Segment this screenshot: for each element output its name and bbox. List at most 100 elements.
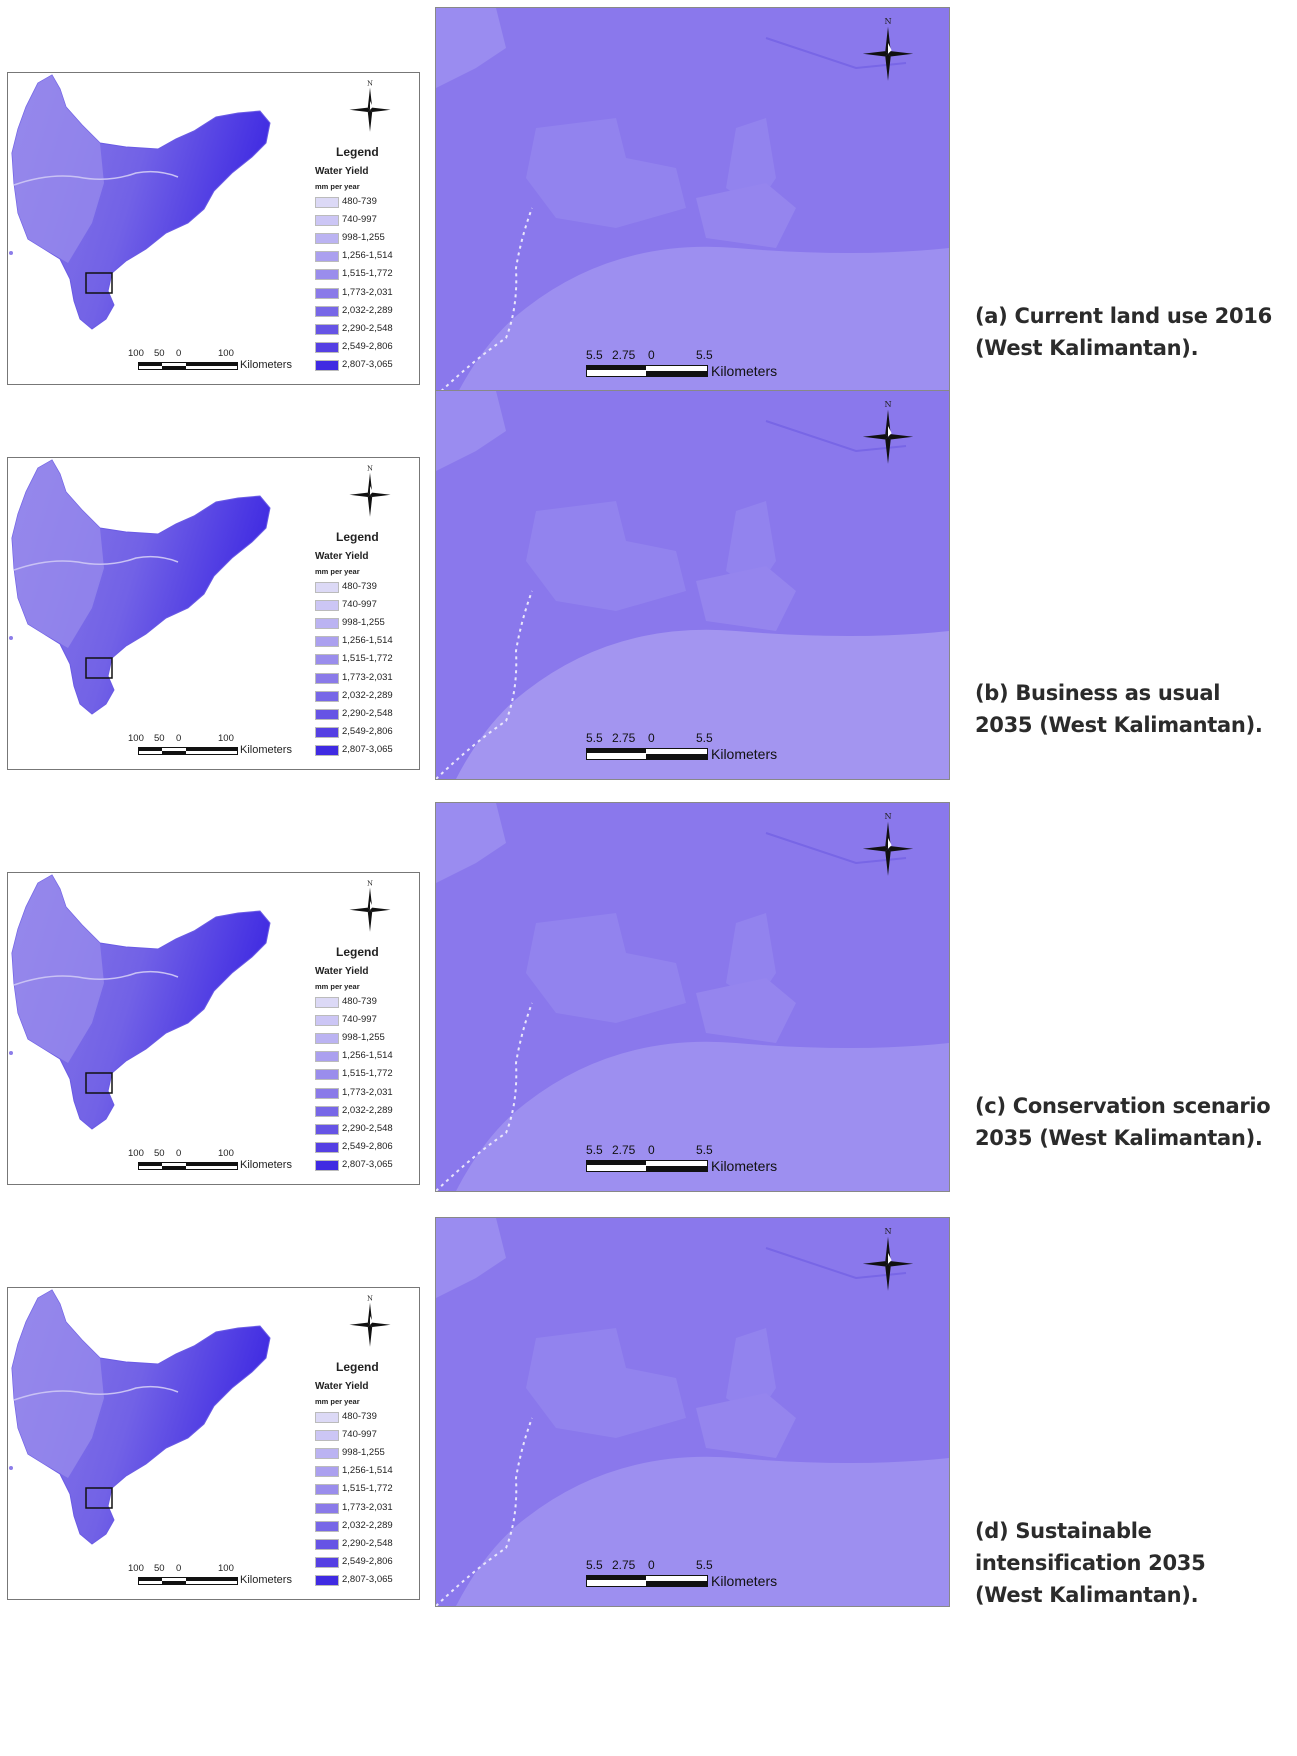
compass-highlight: [370, 1315, 373, 1325]
scale-bar-small: 100 50 0 100 Kilometers: [128, 733, 303, 763]
panel-caption: (a) Current land use 2016 (West Kalimanta…: [975, 300, 1272, 364]
scale-unit-label: Kilometers: [711, 363, 778, 379]
scale-tick-label: 50: [154, 1148, 165, 1159]
compass-east-point: [888, 1261, 914, 1267]
overview-map-frame: N Legend Water Yield mm per year 480-739 740-…: [7, 872, 420, 1185]
legend-swatch: [315, 600, 339, 612]
legend-swatch: [315, 215, 339, 227]
light-land-zone: [456, 246, 949, 396]
legend-swatch: [315, 287, 339, 299]
scale-bar-small: 100 50 0 100 Kilometers: [128, 1563, 303, 1593]
compass-east-point: [370, 907, 391, 912]
scale-unit-label: Kilometers: [240, 359, 292, 371]
north-arrow-icon: N: [862, 1226, 914, 1291]
legend-item-label: 2,032-2,289: [342, 689, 393, 701]
legend-swatch: [315, 1412, 339, 1423]
compass-south-point: [885, 848, 891, 876]
scale-bar-segment: [138, 747, 162, 751]
scale-bar-segment: [186, 747, 238, 751]
legend-item-label: 1,256-1,514: [342, 250, 393, 262]
scale-unit-label: Kilometers: [240, 1159, 292, 1171]
detail-map-frame: N 5.5 2.75 0 5.5 Kilometers: [435, 802, 950, 1192]
north-arrow-icon: N: [349, 1295, 391, 1347]
legend-swatch: [315, 997, 339, 1008]
legend-item-label: 2,032-2,289: [342, 1104, 393, 1116]
legend-item-label: 2,290-2,548: [342, 1122, 393, 1134]
north-arrow-icon: N: [349, 880, 391, 932]
study-area-box: [85, 1072, 113, 1094]
legend-item-label: 2,290-2,548: [342, 707, 393, 719]
lake-patch: [158, 924, 172, 938]
legend: Legend Water Yield mm per year 480-739 740-9…: [310, 458, 419, 769]
scale-tick-label: 50: [154, 1563, 165, 1574]
north-label: N: [884, 16, 891, 26]
province-map-container: [8, 873, 310, 1184]
compass-west-point: [862, 434, 888, 440]
scale-bar-segment: [138, 362, 162, 366]
scale-unit-label: Kilometers: [711, 1573, 778, 1589]
scale-bar-segment: [138, 1577, 162, 1581]
detail-map: [436, 1218, 949, 1606]
province-map: [9, 459, 271, 715]
scale-tick-label: 0: [176, 348, 182, 359]
compass-south-point: [367, 494, 373, 517]
legend-item-label: 2,549-2,806: [342, 1140, 393, 1152]
north-arrow-icon: N: [862, 399, 914, 464]
legend-swatch: [315, 1430, 339, 1442]
legend-item-label: 1,773-2,031: [342, 1501, 393, 1513]
scale-tick-label: 5.5: [696, 1143, 713, 1157]
scale-tick-label: 5.5: [696, 1558, 713, 1572]
light-land-zone: [456, 629, 949, 779]
canal-line: [436, 207, 533, 396]
legend-unit: mm per year: [315, 182, 360, 191]
province-map: [9, 874, 271, 1130]
north-arrow-small: N: [348, 464, 392, 522]
legend-swatch: [315, 359, 339, 371]
mid-land-patch: [696, 1393, 796, 1458]
scale-bar-graphic: [138, 1162, 238, 1170]
lake-patch: [158, 509, 172, 523]
legend-title: Legend: [336, 945, 379, 959]
legend-item-label: 1,256-1,514: [342, 635, 393, 647]
scale-tick-label: 100: [218, 1148, 234, 1159]
compass-west-point: [862, 1261, 888, 1267]
scale-bar-large: 5.5 2.75 0 5.5 Kilometers: [586, 1143, 806, 1183]
north-label: N: [367, 465, 373, 473]
scale-bar-segment: [646, 371, 708, 377]
north-label: N: [367, 80, 373, 88]
compass-east-point: [888, 51, 914, 57]
scale-tick-label: 0: [176, 733, 182, 744]
scale-bar-segment: [586, 365, 646, 370]
scale-bar-segment: [646, 1581, 708, 1587]
compass-south-point: [367, 909, 373, 932]
legend-swatch: [315, 1448, 339, 1460]
legend-swatch: [315, 1520, 339, 1532]
caption-line: (a) Current land use 2016: [975, 304, 1272, 328]
scale-tick-label: 50: [154, 348, 165, 359]
legend-swatch: [315, 1015, 339, 1027]
panel-c: N Legend Water Yield mm per year 480-739 740-…: [0, 800, 1297, 1200]
compass-highlight: [370, 485, 373, 495]
mid-land-patch: [526, 501, 686, 611]
legend-item-label: 480-739: [342, 996, 377, 1007]
legend-swatch: [315, 233, 339, 245]
panel-a: N Legend Water Yield mm per year 480-739 740-…: [0, 0, 1297, 400]
legend-item-label: 2,807-3,065: [342, 1573, 393, 1585]
scale-bar-graphic: [138, 1577, 238, 1585]
legend-item-label: 740-997: [342, 214, 377, 226]
legend-swatch: [315, 197, 339, 208]
scale-bar-segment: [186, 1577, 238, 1581]
legend-item-label: 1,515-1,772: [342, 653, 393, 665]
scale-tick-label: 100: [128, 1563, 144, 1574]
scale-bar-segment: [162, 1581, 186, 1585]
scale-tick-label: 2.75: [612, 731, 636, 745]
compass-west-point: [349, 1322, 370, 1327]
legend-item-label: 2,549-2,806: [342, 1555, 393, 1567]
legend-swatch: [315, 251, 339, 263]
legend-item-label: 740-997: [342, 1429, 377, 1441]
scale-tick-label: 100: [218, 348, 234, 359]
mid-land-patch: [696, 183, 796, 248]
legend-unit: mm per year: [315, 1397, 360, 1406]
scale-tick-label: 5.5: [586, 348, 603, 362]
scale-tick-label: 5.5: [586, 731, 603, 745]
